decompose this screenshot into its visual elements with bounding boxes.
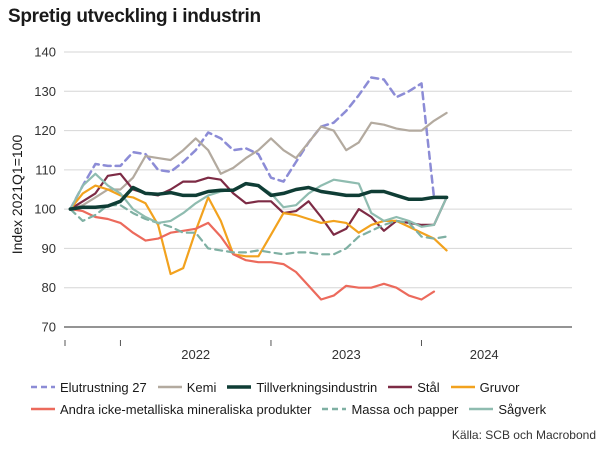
series-line-6 (69, 204, 448, 256)
legend-label: Stål (417, 379, 440, 395)
legend: Elutrustning 27 Kemi Tillverkningsindustri… (30, 376, 600, 420)
legend-swatch (469, 407, 494, 411)
legend-item: Elutrustning 27 (30, 380, 147, 395)
x-axis: 2022 2023 2024 (64, 326, 572, 362)
x-tick-label: 2022 (181, 347, 210, 362)
legend-item: Andra icke-metalliska mineraliska produk… (30, 402, 311, 417)
legend-item: Massa och papper (321, 402, 458, 417)
legend-label: Tillverkningsindustrin (256, 379, 378, 395)
y-axis-label: Index 2021Q1=100 (9, 135, 25, 255)
legend-row: Andra icke-metalliska mineraliska produk… (30, 398, 600, 420)
legend-item: Sågverk (468, 402, 546, 417)
legend-swatch (157, 385, 182, 389)
legend-swatch (31, 407, 55, 411)
legend-label: Andra icke-metalliska mineraliska produk… (60, 401, 312, 417)
legend-label: Massa och papper (351, 401, 459, 417)
legend-item: Tillverkningsindustrin (226, 380, 377, 395)
y-tick-label: 120 (34, 123, 56, 138)
y-tick-label: 90 (42, 241, 56, 256)
x-tick-label: 2023 (332, 347, 361, 362)
y-tick-label: 70 (42, 320, 56, 335)
legend-swatch (31, 385, 55, 389)
legend-label: Kemi (186, 379, 217, 395)
legend-item: Stål (387, 379, 440, 395)
y-tick-label: 100 (34, 202, 56, 217)
legend-label: Elutrustning 27 (60, 379, 147, 395)
gridlines (64, 51, 572, 289)
series-line-1 (69, 111, 448, 211)
legend-item: Gruvor (450, 379, 520, 395)
series-line-4 (69, 184, 448, 276)
series-line-2 (68, 181, 449, 211)
legend-swatch (227, 385, 252, 389)
y-tick-label: 140 (34, 45, 56, 60)
series-line-5 (69, 208, 436, 301)
series-line-0 (69, 76, 436, 211)
legend-swatch (388, 385, 413, 389)
legend-label: Gruvor (479, 379, 520, 395)
y-tick-label: 110 (35, 162, 56, 177)
legend-swatch (450, 385, 475, 389)
chart-title: Spretig utveckling i industrin (8, 6, 261, 27)
y-tick-label: 80 (42, 280, 56, 295)
x-tick-label: 2024 (470, 347, 499, 362)
legend-item: Kemi (157, 379, 217, 395)
legend-label: Sågverk (498, 401, 547, 417)
series-lines (68, 76, 449, 301)
legend-row: Elutrustning 27 Kemi Tillverkningsindustri… (30, 376, 600, 398)
series-line-3 (69, 172, 448, 236)
legend-swatch (322, 407, 347, 411)
y-tick-label: 130 (34, 84, 56, 99)
y-axis-ticks: 70 80 90 100 110 120 130 140 (34, 45, 56, 335)
source-note: Källa: SCB och Macrobond (451, 428, 596, 442)
